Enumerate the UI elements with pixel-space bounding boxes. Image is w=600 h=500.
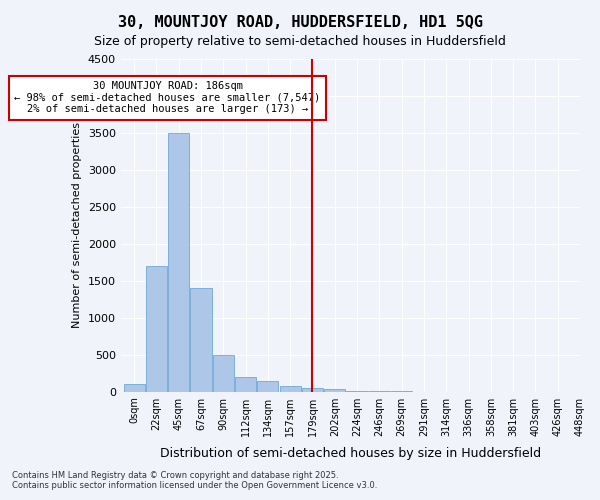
Text: 30, MOUNTJOY ROAD, HUDDERSFIELD, HD1 5QG: 30, MOUNTJOY ROAD, HUDDERSFIELD, HD1 5QG — [118, 15, 482, 30]
Bar — [257, 380, 278, 392]
Bar — [124, 384, 145, 392]
Bar — [324, 390, 346, 392]
Bar — [280, 386, 301, 392]
Text: Size of property relative to semi-detached houses in Huddersfield: Size of property relative to semi-detach… — [94, 35, 506, 48]
Bar — [190, 288, 212, 392]
Bar — [235, 377, 256, 392]
X-axis label: Distribution of semi-detached houses by size in Huddersfield: Distribution of semi-detached houses by … — [160, 447, 541, 460]
Bar — [346, 390, 368, 392]
Bar — [212, 354, 234, 392]
Bar — [146, 266, 167, 392]
Text: 30 MOUNTJOY ROAD: 186sqm
← 98% of semi-detached houses are smaller (7,547)
2% of: 30 MOUNTJOY ROAD: 186sqm ← 98% of semi-d… — [14, 81, 320, 114]
Y-axis label: Number of semi-detached properties: Number of semi-detached properties — [72, 122, 82, 328]
Text: Contains HM Land Registry data © Crown copyright and database right 2025.
Contai: Contains HM Land Registry data © Crown c… — [12, 470, 377, 490]
Bar — [168, 133, 189, 392]
Bar — [302, 388, 323, 392]
